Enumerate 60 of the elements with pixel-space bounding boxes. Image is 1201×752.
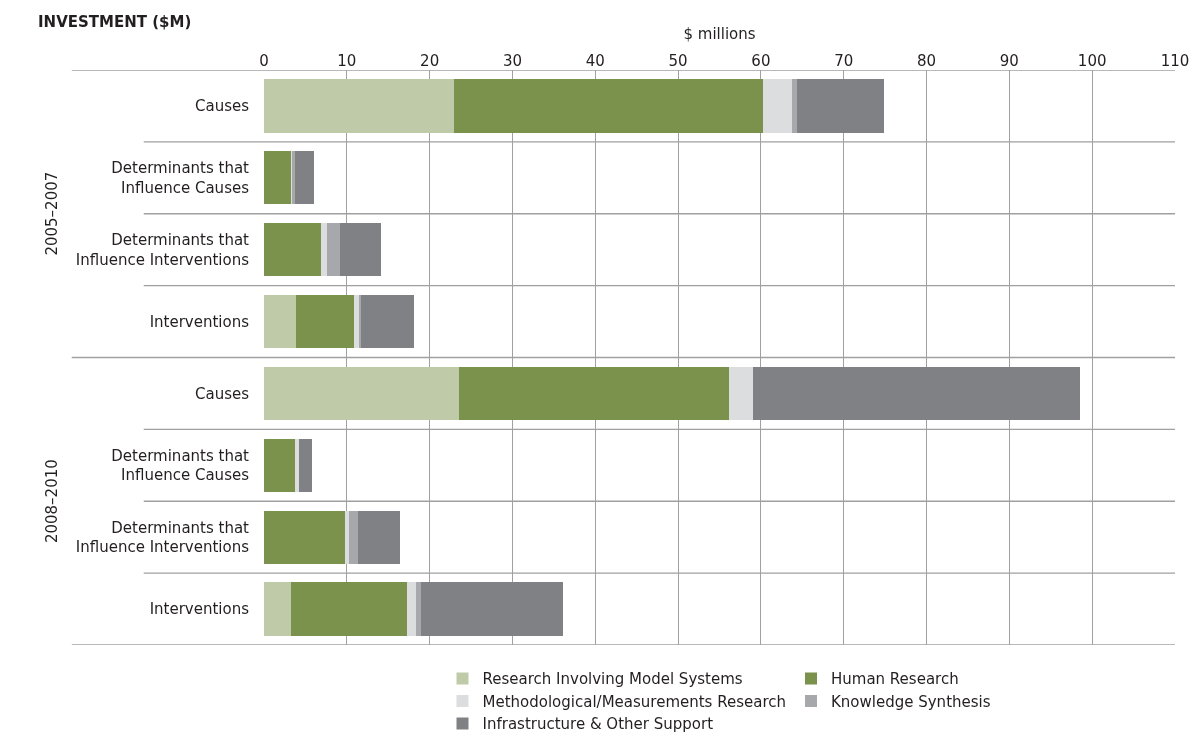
bar — [264, 582, 292, 636]
x-tick-label: 20 — [420, 52, 440, 70]
text: INVESTMENT ($M) — [38, 13, 192, 31]
bar — [420, 582, 563, 636]
bar — [298, 438, 313, 492]
bar — [354, 294, 360, 349]
bar — [458, 366, 730, 421]
bar — [264, 438, 295, 492]
y-tick-label: Interventions — [149, 312, 250, 331]
y-tick-label: Determinants that Influence Interventions — [75, 231, 250, 269]
bar — [264, 151, 292, 205]
y-tick-label: Interventions — [149, 600, 250, 619]
bar — [797, 79, 885, 133]
bar — [340, 223, 381, 277]
bar — [729, 366, 754, 421]
x-tick-label: 40 — [585, 52, 605, 70]
bar — [264, 294, 297, 349]
x-tick-label: 80 — [917, 52, 937, 70]
bar — [407, 582, 417, 636]
legend-label: Human Research — [831, 670, 959, 689]
y-tick-label: Determinants that Influence Causes — [111, 159, 250, 197]
bar — [264, 79, 455, 133]
y-tick-label: Causes — [194, 384, 250, 403]
y-tick-label: Causes — [194, 97, 250, 116]
x-tick-label: 50 — [668, 52, 688, 70]
legend-label: Methodological/Measurements Research — [482, 692, 786, 711]
bar — [416, 582, 421, 636]
bar — [294, 438, 299, 492]
y-tick-label: Determinants that Influence Interventions — [75, 518, 250, 557]
bar — [753, 366, 1080, 421]
bar — [358, 510, 400, 564]
bar — [454, 79, 764, 133]
text: 2008–2010 — [42, 459, 61, 544]
x-tick-label: 30 — [502, 52, 522, 70]
x-tick-label: 0 — [259, 52, 269, 70]
bar — [264, 223, 322, 277]
x-tick-label: 10 — [337, 52, 357, 70]
bar — [291, 582, 408, 636]
bar — [321, 223, 327, 277]
x-tick-label: 100 — [1077, 52, 1107, 70]
bar — [264, 510, 346, 564]
x-tick-label: 70 — [834, 52, 854, 70]
bar — [360, 294, 414, 349]
bar — [792, 79, 798, 133]
text: 2005–2007 — [43, 171, 62, 256]
x-tick-label: 90 — [999, 52, 1019, 70]
y-tick-label: Determinants that Influence Causes — [111, 446, 250, 485]
legend-label: Knowledge Synthesis — [831, 692, 991, 711]
bar — [296, 294, 355, 349]
bar — [295, 151, 314, 205]
bar — [763, 79, 793, 133]
x-tick-label: 110 — [1160, 52, 1190, 70]
bar — [264, 366, 459, 421]
bar — [345, 510, 350, 564]
bar — [326, 223, 341, 277]
bar — [349, 510, 359, 564]
legend-label: Infrastructure & Other Support — [482, 715, 714, 734]
x-axis-title: $ millions — [683, 25, 756, 44]
legend-label: Research Involving Model Systems — [482, 670, 743, 689]
x-tick-label: 60 — [751, 52, 771, 70]
